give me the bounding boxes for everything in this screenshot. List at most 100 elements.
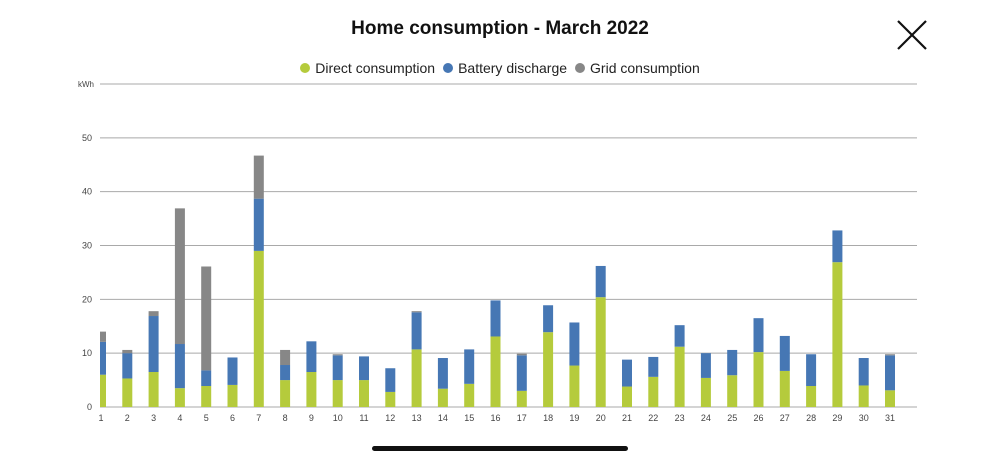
bar-segment-direct-day-11 (359, 380, 369, 407)
close-icon[interactable] (896, 19, 928, 51)
bar-segment-direct-day-13 (411, 349, 422, 407)
x-tick-label: 28 (806, 413, 816, 423)
bar-segment-direct-day-19 (569, 365, 580, 407)
bar-segment-direct-day-16 (490, 336, 501, 407)
bar-segment-battery-day-28 (806, 354, 817, 387)
bar-segment-battery-day-11 (359, 356, 369, 381)
bar-segment-battery-day-13 (411, 312, 422, 350)
x-tick-label: 8 (283, 413, 288, 423)
bar-segment-direct-day-27 (779, 370, 790, 407)
legend-item-direct[interactable]: Direct consumption (300, 60, 435, 76)
y-tick-label: 0 (87, 402, 92, 412)
bar-segment-battery-day-20 (595, 265, 606, 298)
bar-segment-battery-day-29 (832, 230, 843, 263)
x-tick-label: 22 (648, 413, 658, 423)
x-tick-label: 25 (727, 413, 737, 423)
x-tick-label: 14 (438, 413, 448, 423)
y-tick-label: 10 (82, 348, 92, 358)
bar-segment-battery-day-17 (516, 355, 527, 391)
bar-segment-grid-day-4 (174, 208, 185, 345)
bar-segment-direct-day-6 (227, 384, 238, 407)
x-tick-label: 26 (753, 413, 763, 423)
bar-segment-direct-day-4 (174, 388, 185, 407)
bar-segment-battery-day-25 (727, 349, 738, 376)
bar-segment-battery-day-1 (100, 341, 106, 375)
bar-segment-battery-day-16 (490, 300, 501, 337)
bar-segment-direct-day-2 (122, 378, 133, 407)
legend-dot-direct (300, 63, 311, 73)
bar-segment-direct-day-31 (885, 390, 895, 407)
x-tick-label: 15 (464, 413, 474, 423)
bar-segment-grid-day-3 (148, 311, 159, 317)
bar-segment-battery-day-9 (306, 341, 317, 373)
x-tick-label: 17 (517, 413, 527, 423)
bar-segment-battery-day-30 (858, 358, 869, 386)
x-tick-label: 24 (701, 413, 711, 423)
y-tick-label: 30 (82, 241, 92, 251)
x-tick-label: 9 (309, 413, 314, 423)
legend: Direct consumption Battery discharge Gri… (0, 60, 1000, 76)
bar-segment-grid-day-8 (280, 349, 291, 366)
chart-title: Home consumption - March 2022 (351, 18, 649, 39)
x-tick-label: 23 (675, 413, 685, 423)
legend-item-grid[interactable]: Grid consumption (575, 60, 700, 76)
bar-segment-battery-day-26 (753, 318, 764, 353)
bar-segment-grid-day-7 (253, 155, 264, 199)
x-tick-label: 12 (385, 413, 395, 423)
bar-segment-grid-day-10 (332, 354, 343, 356)
bar-segment-direct-day-30 (858, 385, 869, 407)
y-tick-label: 50 (82, 133, 92, 143)
bar-segment-battery-day-22 (648, 356, 659, 377)
legend-item-battery[interactable]: Battery discharge (443, 60, 567, 76)
y-tick-label: 40 (82, 187, 92, 197)
x-tick-label: 2 (125, 413, 130, 423)
bar-segment-battery-day-18 (543, 305, 554, 333)
bar-segment-battery-day-24 (700, 353, 711, 378)
bar-segment-direct-day-7 (253, 250, 264, 407)
bar-segment-grid-day-2 (122, 349, 133, 354)
bar-segment-direct-day-28 (806, 386, 817, 407)
bar-segment-battery-day-3 (148, 316, 159, 373)
x-tick-label: 16 (490, 413, 500, 423)
bar-segment-direct-day-14 (437, 388, 448, 407)
bar-segment-direct-day-3 (148, 372, 159, 407)
bar-segment-direct-day-9 (306, 372, 317, 407)
bar-segment-direct-day-10 (332, 380, 343, 407)
bar-segment-direct-day-25 (727, 375, 738, 407)
bar-segment-grid-day-1 (100, 331, 106, 342)
bar-segment-direct-day-12 (385, 391, 396, 407)
bar-segment-direct-day-26 (753, 352, 764, 407)
bar-segment-battery-day-14 (437, 358, 448, 389)
y-axis-unit-label: kWh (78, 80, 94, 89)
bar-segment-grid-day-5 (201, 266, 212, 371)
x-tick-label: 7 (256, 413, 261, 423)
bar-segment-battery-day-15 (464, 349, 475, 384)
bar-segment-direct-day-17 (516, 390, 527, 407)
bar-segment-battery-day-23 (674, 325, 685, 347)
bar-segment-grid-day-17 (516, 353, 527, 356)
x-tick-label: 30 (859, 413, 869, 423)
bar-segment-battery-day-21 (622, 359, 632, 387)
bar-segment-battery-day-6 (227, 357, 238, 385)
bar-segment-direct-day-24 (700, 377, 711, 407)
legend-label: Direct consumption (315, 60, 436, 76)
bar-segment-battery-day-10 (332, 355, 343, 381)
x-tick-label: 20 (596, 413, 606, 423)
x-tick-label: 4 (177, 413, 182, 423)
x-tick-label: 11 (359, 413, 368, 423)
x-tick-label: 18 (543, 413, 553, 423)
bar-segment-direct-day-20 (595, 297, 606, 407)
bar-segment-direct-day-18 (543, 332, 554, 407)
home-indicator[interactable] (372, 446, 628, 451)
x-tick-label: 31 (885, 413, 895, 423)
bar-segment-battery-day-7 (253, 198, 264, 251)
bar-segment-battery-day-12 (385, 368, 396, 392)
bar-segment-direct-day-15 (464, 383, 475, 407)
x-tick-label: 29 (832, 413, 842, 423)
legend-label: Grid consumption (590, 60, 700, 76)
bar-segment-battery-day-27 (779, 335, 790, 371)
bar-segment-battery-day-4 (174, 344, 185, 389)
bar-segment-battery-day-31 (885, 355, 895, 391)
x-tick-label: 1 (98, 413, 103, 423)
